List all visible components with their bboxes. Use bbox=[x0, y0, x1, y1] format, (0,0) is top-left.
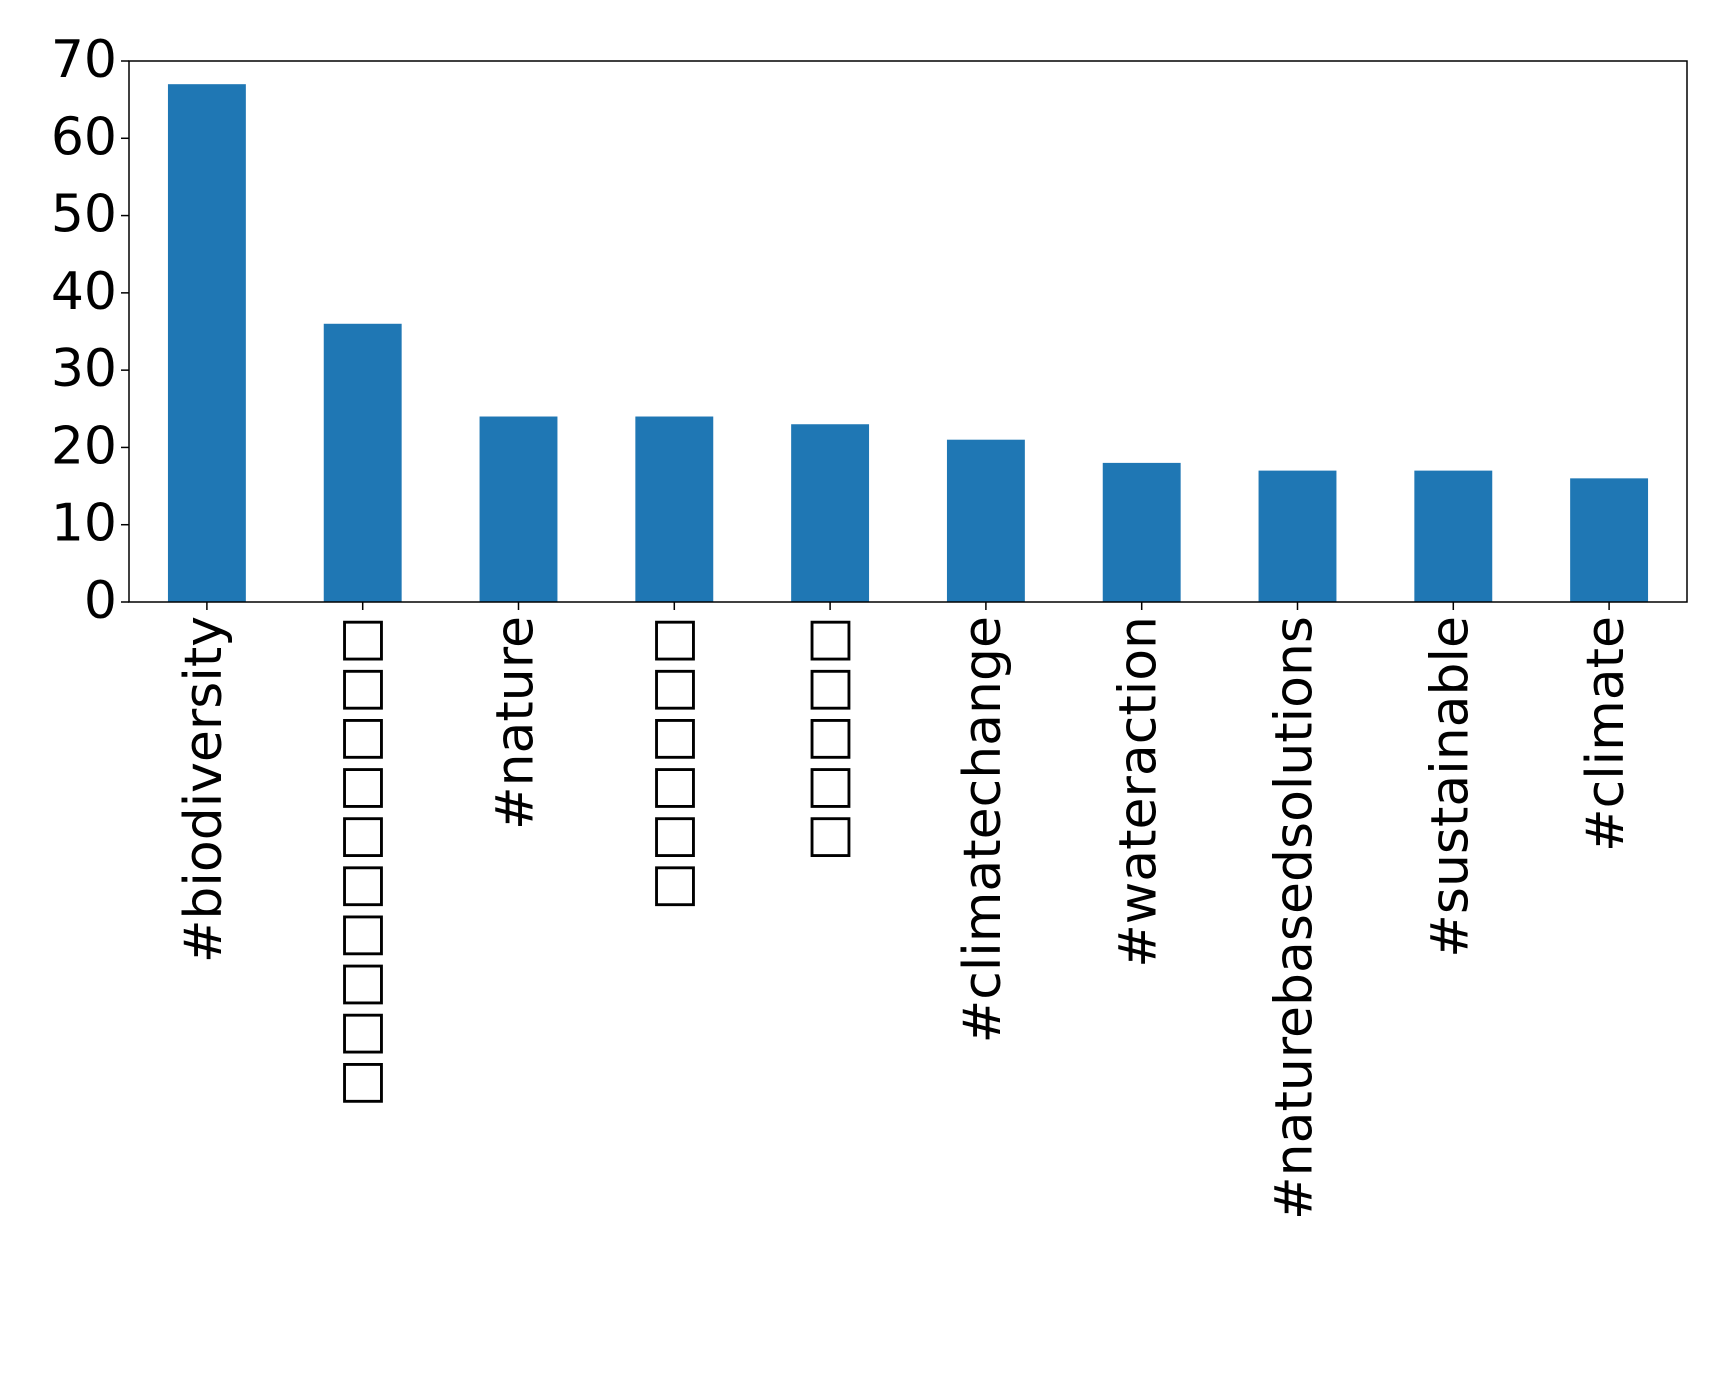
y-tick-label: 20 bbox=[51, 416, 117, 476]
x-tick-label: #naturebasedsolutions bbox=[1265, 616, 1325, 1220]
x-tick-label: #climatechange bbox=[953, 616, 1013, 1043]
x-tick-label: #wateraction bbox=[1109, 616, 1169, 968]
bar bbox=[946, 439, 1025, 602]
bar bbox=[479, 416, 558, 602]
y-tick-label: 10 bbox=[51, 494, 117, 554]
bar bbox=[323, 323, 402, 602]
x-tick-label: □□□□□ bbox=[797, 616, 857, 862]
x-tick-label: #sustainable bbox=[1420, 616, 1480, 958]
x-tick-label: #biodiversity bbox=[174, 616, 234, 963]
bar bbox=[1570, 478, 1649, 602]
bar bbox=[167, 84, 246, 602]
x-tick-label: □□□□□□□□□□ bbox=[330, 616, 390, 1107]
x-tick-label: #climate bbox=[1576, 616, 1636, 852]
bar bbox=[635, 416, 714, 602]
y-tick-label: 30 bbox=[51, 339, 117, 399]
bar bbox=[1102, 462, 1181, 602]
bar bbox=[1414, 470, 1493, 602]
y-tick-label: 70 bbox=[51, 30, 117, 90]
x-tick-label: #nature bbox=[486, 616, 546, 830]
bar bbox=[791, 424, 870, 602]
x-tick-label: □□□□□□ bbox=[641, 616, 701, 911]
y-tick-label: 60 bbox=[51, 107, 117, 167]
y-tick-label: 50 bbox=[51, 185, 117, 245]
bar bbox=[1258, 470, 1337, 602]
plot-frame bbox=[128, 60, 1688, 603]
y-tick-label: 0 bbox=[84, 571, 117, 631]
y-tick-label: 40 bbox=[51, 262, 117, 322]
